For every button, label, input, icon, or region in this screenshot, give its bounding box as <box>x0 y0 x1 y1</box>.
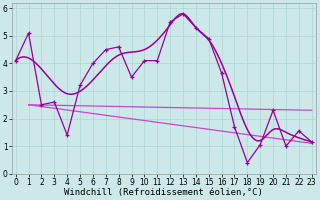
X-axis label: Windchill (Refroidissement éolien,°C): Windchill (Refroidissement éolien,°C) <box>64 188 263 197</box>
